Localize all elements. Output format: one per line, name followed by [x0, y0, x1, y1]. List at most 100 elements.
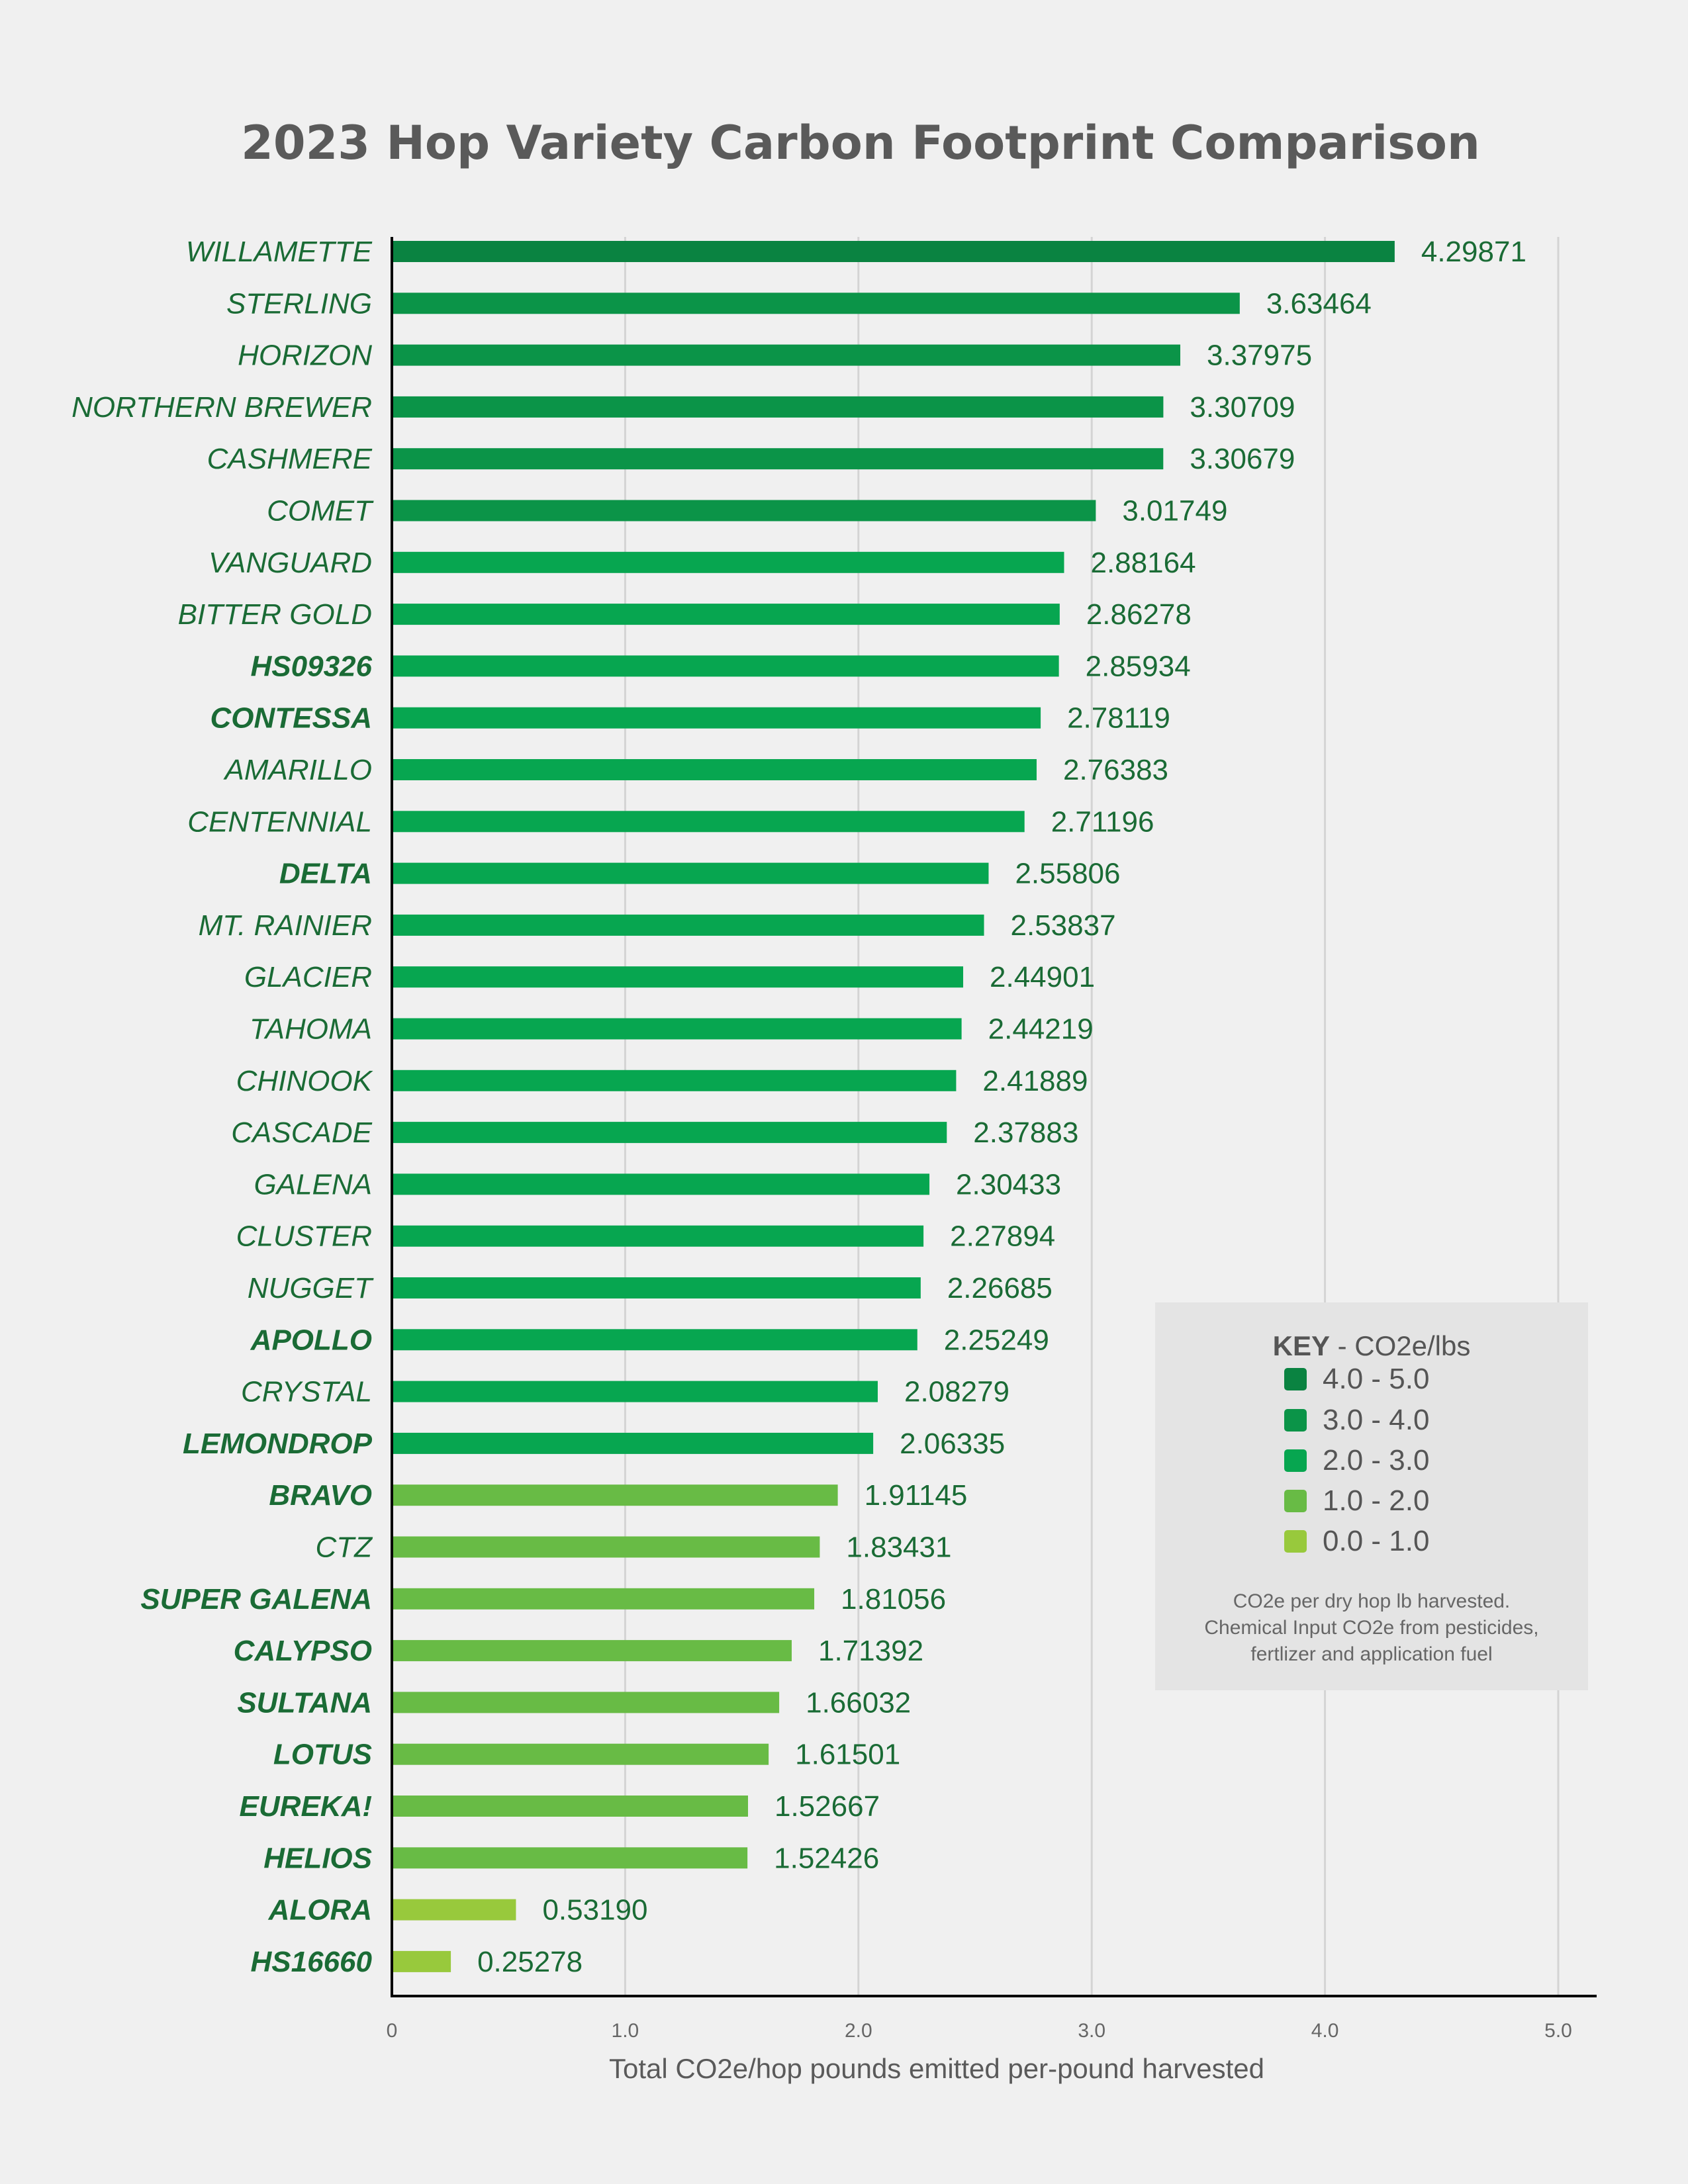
- value-label: 3.37975: [1207, 340, 1312, 372]
- category-label: CASHMERE: [207, 443, 373, 475]
- category-label: ALORA: [268, 1894, 372, 1927]
- value-labels: 4.29871 3.63464 3.37975 3.30709 3.30679 3.017…: [477, 236, 1526, 1978]
- category-label: WILLAMETTE: [186, 236, 373, 268]
- legend: KEY - CO2e/lbs 4.0 - 5.0 3.0 - 4.0 2.0 -…: [1155, 1302, 1588, 1690]
- legend-item-label: 3.0 - 4.0: [1323, 1404, 1430, 1436]
- category-label: GALENA: [254, 1168, 372, 1201]
- value-label: 2.06335: [900, 1428, 1005, 1460]
- x-tick-label: 0: [387, 2020, 398, 2042]
- value-label: 2.08279: [904, 1376, 1009, 1408]
- category-label: BITTER GOLD: [178, 598, 372, 631]
- bar: [392, 448, 1164, 470]
- value-label: 2.26685: [947, 1272, 1053, 1304]
- bar: [392, 1173, 930, 1195]
- category-label: CLUSTER: [236, 1220, 372, 1253]
- value-label: 2.44219: [988, 1013, 1094, 1046]
- x-tick-label: 1.0: [612, 2020, 639, 2042]
- value-label: 1.83431: [846, 1531, 951, 1564]
- legend-title-unit: - CO2e/lbs: [1329, 1330, 1471, 1361]
- value-label: 2.30433: [956, 1168, 1061, 1201]
- bar: [392, 862, 989, 884]
- value-label: 1.66032: [806, 1686, 911, 1719]
- category-label: CRYSTAL: [241, 1376, 372, 1408]
- legend-title-key: KEY: [1272, 1330, 1330, 1361]
- value-label: 2.88164: [1090, 547, 1196, 579]
- value-label: 2.53837: [1011, 909, 1116, 942]
- bar: [392, 1069, 957, 1091]
- value-label: 3.01749: [1122, 495, 1227, 527]
- value-label: 2.27894: [950, 1220, 1055, 1253]
- legend-swatch: [1284, 1409, 1307, 1432]
- category-label: COMET: [267, 495, 374, 527]
- category-label: NORTHERN BREWER: [71, 391, 372, 424]
- category-label: STERLING: [226, 287, 372, 320]
- value-label: 3.63464: [1266, 287, 1372, 320]
- category-label: HS16660: [251, 1946, 373, 1978]
- category-label: HS09326: [251, 650, 373, 682]
- value-label: 0.53190: [542, 1894, 647, 1927]
- value-label: 2.55806: [1015, 858, 1120, 890]
- category-label: NUGGET: [248, 1272, 374, 1304]
- legend-note: CO2e per dry hop lb harvested. Chemical …: [1168, 1588, 1575, 1668]
- value-label: 2.78119: [1067, 702, 1170, 735]
- category-label: EUREKA!: [240, 1790, 372, 1823]
- bar: [392, 1640, 792, 1662]
- bar: [392, 1588, 815, 1610]
- legend-swatch: [1284, 1530, 1307, 1553]
- category-label: CTZ: [315, 1531, 373, 1564]
- category-label: SULTANA: [237, 1686, 372, 1719]
- value-label: 0.25278: [477, 1946, 583, 1978]
- bar: [392, 1122, 947, 1144]
- bar: [392, 1018, 962, 1040]
- category-label: LEMONDROP: [183, 1428, 373, 1460]
- value-label: 1.52667: [774, 1790, 880, 1823]
- bar: [392, 1950, 451, 1972]
- value-label: 2.41889: [982, 1065, 1088, 1097]
- category-label: DELTA: [279, 858, 372, 890]
- bar: [392, 707, 1041, 729]
- x-tick-label: 3.0: [1078, 2020, 1105, 2042]
- value-label: 1.81056: [841, 1583, 946, 1615]
- category-label: CASCADE: [231, 1116, 372, 1149]
- category-label: GLACIER: [244, 961, 372, 993]
- legend-item: 2.0 - 3.0: [1284, 1442, 1429, 1479]
- bar: [392, 914, 984, 936]
- category-label: BRAVO: [269, 1479, 372, 1512]
- bar: [392, 1743, 769, 1765]
- bar: [392, 1329, 917, 1351]
- legend-item-label: 2.0 - 3.0: [1323, 1444, 1430, 1477]
- legend-note-line: fertlizer and application fuel: [1250, 1643, 1493, 1665]
- x-tick-labels: 0 1.0 2.0 3.0 4.0 5.0: [387, 2020, 1572, 2042]
- bar: [392, 604, 1060, 625]
- legend-swatch: [1284, 1449, 1307, 1472]
- legend-item-label: 1.0 - 2.0: [1323, 1484, 1430, 1517]
- bar: [392, 500, 1096, 522]
- bar: [392, 1899, 516, 1921]
- legend-item: 4.0 - 5.0: [1284, 1361, 1429, 1398]
- category-label: SUPER GALENA: [140, 1583, 372, 1615]
- bar: [392, 396, 1164, 418]
- legend-item: 0.0 - 1.0: [1284, 1523, 1429, 1560]
- bar: [392, 1692, 780, 1713]
- legend-item-label: 4.0 - 5.0: [1323, 1363, 1430, 1395]
- bar: [392, 759, 1037, 780]
- value-label: 1.61501: [795, 1739, 900, 1771]
- bars: [392, 241, 1395, 1972]
- category-label: TAHOMA: [250, 1013, 372, 1046]
- category-label: CALYPSO: [234, 1635, 372, 1667]
- legend-note-line: Chemical Input CO2e from pesticides,: [1204, 1617, 1539, 1639]
- category-label: CONTESSA: [211, 702, 372, 735]
- category-label: LOTUS: [273, 1739, 372, 1771]
- value-label: 4.29871: [1421, 236, 1526, 268]
- bar: [392, 344, 1181, 366]
- bar: [392, 241, 1395, 262]
- value-label: 2.76383: [1063, 754, 1168, 786]
- bar: [392, 966, 964, 988]
- legend-swatch: [1284, 1368, 1307, 1390]
- bar: [392, 811, 1025, 833]
- value-label: 2.37883: [973, 1116, 1078, 1149]
- x-axis-label: Total CO2e/hop pounds emitted per-pound …: [609, 2053, 1264, 2084]
- bar: [392, 1796, 748, 1817]
- value-label: 1.91145: [865, 1479, 968, 1512]
- value-label: 1.52426: [774, 1842, 879, 1874]
